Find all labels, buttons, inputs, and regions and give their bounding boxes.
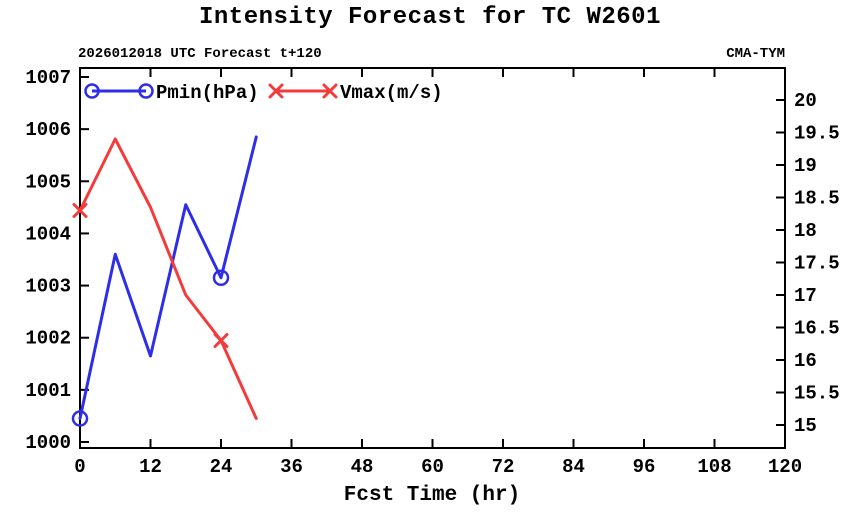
- x-tick-label: 96: [633, 456, 656, 478]
- pmin-legend-marker: [84, 83, 100, 99]
- vmax-legend-marker: [268, 83, 284, 99]
- pmin-legend-marker: [138, 83, 154, 99]
- x-tick-label: 36: [280, 456, 303, 478]
- x-tick-label: 108: [697, 456, 731, 478]
- vmax-marker: [213, 333, 229, 348]
- x-tick-label: 120: [768, 456, 802, 478]
- forecast-init-label: 2026012018 UTC Forecast t+120: [78, 46, 322, 62]
- y-left-tick-label: 1001: [25, 380, 71, 402]
- y-right-tick-label: 16: [794, 350, 817, 372]
- y-left-tick-label: 1007: [25, 67, 71, 89]
- y-right-tick-label: 20: [794, 90, 817, 112]
- vmax-line: [78, 137, 258, 420]
- plot-border: [79, 67, 786, 449]
- y-right-tick-label: 17: [794, 285, 817, 307]
- x-tick-label: 60: [421, 456, 444, 478]
- y-right-tick-label: 15: [794, 415, 817, 437]
- y-right-tick-label: 19.5: [794, 123, 840, 145]
- pmin-legend-label: Pmin(hPa): [156, 82, 259, 104]
- y-left-tick-label: 1003: [25, 276, 71, 298]
- y-right-tick-label: 15.5: [794, 383, 840, 405]
- chart-title: Intensity Forecast for TC W2601: [199, 4, 661, 31]
- x-tick-label: 84: [562, 456, 585, 478]
- vmax-legend-label: Vmax(m/s): [340, 82, 443, 104]
- y-left-tick-label: 1000: [25, 432, 71, 454]
- x-tick-label: 72: [492, 456, 515, 478]
- x-tick-label: 12: [139, 456, 162, 478]
- pmin-marker: [212, 269, 230, 286]
- x-tick-label: 48: [351, 456, 374, 478]
- y-left-tick-label: 1002: [25, 328, 71, 350]
- legend: Pmin(hPa) Vmax(m/s): [156, 82, 443, 104]
- pmin-marker: [71, 410, 89, 427]
- pmin-line: [78, 135, 258, 421]
- y-right-tick-label: 19: [794, 155, 817, 177]
- y-right-tick-label: 17.5: [794, 253, 840, 275]
- y-right-tick-label: 18: [794, 220, 817, 242]
- x-tick-label: 0: [74, 456, 85, 478]
- y-left-tick-label: 1004: [25, 223, 71, 245]
- chart-drawn-layer: 0 12 24 36 48 60 72 84 96 108 120 1000 1001 1002 1003 1…: [25, 67, 840, 478]
- x-axis-title: Fcst Time (hr): [344, 484, 520, 507]
- x-tick-label: 24: [210, 456, 233, 478]
- y-right-tick-label: 18.5: [794, 188, 840, 210]
- vmax-legend-marker: [322, 83, 338, 99]
- y-left-tick-label: 1006: [25, 119, 71, 141]
- model-name-label: CMA-TYM: [726, 46, 785, 62]
- y-right-tick-label: 16.5: [794, 318, 840, 340]
- y-left-tick-label: 1005: [25, 171, 71, 193]
- vmax-marker: [72, 203, 88, 218]
